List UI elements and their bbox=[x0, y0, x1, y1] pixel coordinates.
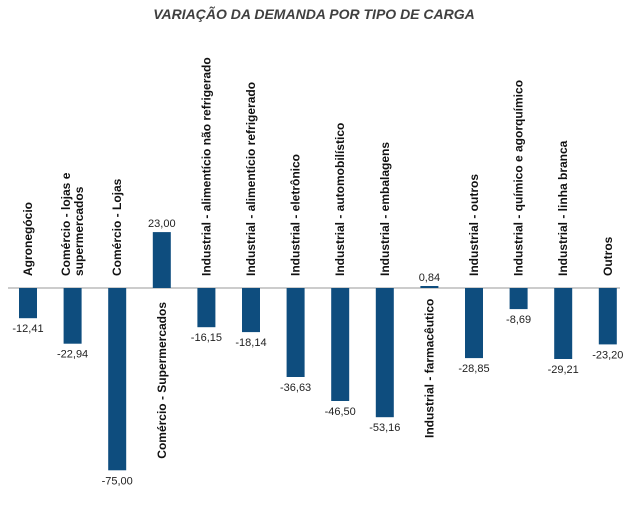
category-label-line: Industrial - outros bbox=[467, 174, 481, 276]
category-label-line: Comércio - lojas e bbox=[59, 172, 73, 276]
category-label: Industrial - outros bbox=[467, 174, 481, 276]
bar bbox=[197, 288, 216, 328]
bar bbox=[598, 288, 617, 345]
category-label: Industrial - automobilístico bbox=[333, 123, 347, 276]
data-label: -23,20 bbox=[592, 349, 623, 361]
category-label: Industrial - linha branca bbox=[556, 140, 570, 276]
bar bbox=[19, 288, 37, 319]
data-label: -18,14 bbox=[235, 337, 266, 349]
bar bbox=[242, 288, 260, 333]
data-label: -28,85 bbox=[458, 363, 489, 375]
bar bbox=[331, 288, 350, 401]
data-label: -36,63 bbox=[280, 382, 311, 394]
category-label: Outros bbox=[601, 236, 615, 276]
category-label-line: Industrial - farmacêutico bbox=[422, 299, 436, 438]
bar bbox=[286, 288, 305, 377]
bar bbox=[420, 286, 439, 288]
data-label: 23,00 bbox=[148, 218, 176, 230]
category-label-line: Industrial - eletrônico bbox=[289, 154, 303, 276]
data-label: -29,21 bbox=[548, 364, 579, 376]
category-label-line: supermercados bbox=[72, 186, 86, 276]
category-label: Industrial - embalagens bbox=[378, 142, 392, 276]
category-label: Industrial - eletrônico bbox=[289, 154, 303, 276]
bar bbox=[152, 232, 171, 288]
data-label: -8,69 bbox=[506, 314, 531, 326]
data-label: 0,84 bbox=[419, 272, 440, 284]
bar bbox=[554, 288, 573, 359]
category-label-line: Industrial - químico e agorquímico bbox=[512, 80, 526, 276]
bar bbox=[108, 288, 127, 471]
bar bbox=[509, 288, 528, 310]
category-label-line: Industrial - alimentício refrigerado bbox=[244, 82, 258, 276]
category-label-line: Industrial - embalagens bbox=[378, 142, 392, 276]
category-label: Comércio - Supermercados bbox=[155, 302, 169, 459]
category-label-line: Industrial - automobilístico bbox=[333, 123, 347, 276]
category-label-line: Industrial - alimentício não refrigerado bbox=[199, 57, 213, 276]
bars-group bbox=[19, 232, 617, 471]
data-label: -16,15 bbox=[191, 332, 222, 344]
category-label: Comércio - lojas e supermercados bbox=[59, 172, 86, 276]
data-label: -53,16 bbox=[369, 422, 400, 434]
data-label: -75,00 bbox=[102, 475, 133, 487]
category-label: Industrial - farmacêutico bbox=[422, 299, 436, 438]
bar bbox=[375, 288, 394, 418]
category-label: Industrial - alimentício refrigerado bbox=[244, 82, 258, 276]
bar bbox=[465, 288, 483, 359]
chart-title: VARIAÇÃO DA DEMANDA POR TIPO DE CARGA bbox=[153, 6, 475, 22]
category-labels-group: Agronegócio Comércio - lojas e supermercad… bbox=[21, 57, 615, 458]
data-label: -46,50 bbox=[325, 406, 356, 418]
category-label-line: Comércio - Lojas bbox=[110, 178, 124, 276]
bar bbox=[63, 288, 82, 344]
category-label-line: Outros bbox=[601, 236, 615, 276]
data-label: -12,41 bbox=[12, 323, 43, 335]
data-label: -22,94 bbox=[57, 349, 88, 361]
category-label: Industrial - químico e agorquímico bbox=[512, 80, 526, 276]
category-label: Agronegócio bbox=[21, 202, 35, 276]
value-labels-group: -12,41 -22,94 -75,00 23,00 -16,15 -18,14 -36,6… bbox=[12, 218, 623, 487]
category-label-line: Agronegócio bbox=[21, 202, 35, 276]
category-label-line: Comércio - Supermercados bbox=[155, 302, 169, 459]
category-label-line: Industrial - linha branca bbox=[556, 140, 570, 276]
category-label: Comércio - Lojas bbox=[110, 178, 124, 276]
category-label: Industrial - alimentício não refrigerado bbox=[199, 57, 213, 276]
